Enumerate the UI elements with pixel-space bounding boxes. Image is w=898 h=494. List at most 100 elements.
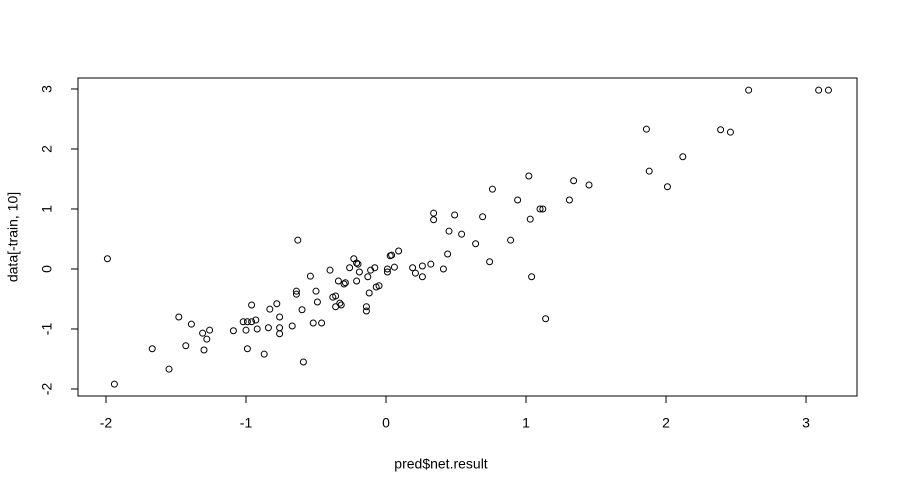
point [371, 264, 379, 272]
y-tick-label: -2 [39, 383, 55, 396]
point [292, 287, 300, 295]
point [165, 365, 173, 373]
point [252, 316, 260, 324]
point [264, 324, 272, 332]
point [336, 299, 344, 307]
point [488, 185, 496, 193]
point [200, 346, 208, 354]
y-tick-label: -1 [39, 323, 55, 336]
y-tick-label: 2 [39, 145, 55, 153]
point [242, 326, 250, 334]
point [203, 335, 211, 343]
point [273, 300, 281, 308]
point [717, 126, 725, 134]
point [353, 277, 361, 285]
point [745, 86, 753, 94]
point [645, 167, 653, 175]
x-axis-label: pred$net.result [394, 456, 488, 472]
point [439, 265, 447, 273]
x-tick-label: 1 [522, 415, 530, 431]
point [299, 358, 307, 366]
point [364, 273, 372, 281]
point [187, 320, 195, 328]
point [514, 196, 522, 204]
point [472, 240, 480, 248]
point [266, 305, 274, 313]
point [326, 266, 334, 274]
point [418, 262, 426, 270]
point [110, 380, 118, 388]
point [565, 196, 573, 204]
point [248, 318, 256, 326]
y-tick-label: 1 [39, 205, 55, 213]
point [312, 287, 320, 295]
point [355, 268, 363, 276]
point [526, 215, 534, 223]
point [313, 298, 321, 306]
point [479, 213, 487, 221]
point [248, 301, 256, 309]
point [679, 153, 687, 161]
point [253, 325, 261, 333]
point [199, 329, 207, 337]
point [334, 277, 342, 285]
point [375, 282, 383, 290]
point [309, 319, 317, 327]
point [430, 216, 438, 224]
point [525, 172, 533, 180]
x-tick-label: -2 [100, 415, 113, 431]
point [229, 327, 237, 335]
point [346, 264, 354, 272]
point [306, 272, 314, 280]
point [239, 318, 247, 326]
point [292, 290, 300, 298]
point [726, 128, 734, 136]
point [539, 205, 547, 213]
point [824, 86, 832, 94]
point [383, 265, 391, 273]
point [294, 236, 302, 244]
point [409, 264, 417, 272]
point [444, 250, 452, 258]
point [353, 259, 361, 267]
point [507, 236, 515, 244]
point [458, 230, 466, 238]
y-tick-label: 0 [39, 265, 55, 273]
point [430, 209, 438, 217]
point [395, 247, 403, 255]
point [148, 345, 156, 353]
x-tick-label: 0 [382, 415, 390, 431]
point [340, 280, 348, 288]
y-axis-label: data[-train, 10] [5, 192, 21, 282]
y-tick-label: 3 [39, 85, 55, 93]
point [354, 260, 362, 268]
point [276, 324, 284, 332]
plot-box [77, 77, 858, 397]
point [445, 227, 453, 235]
x-tick-label: -1 [240, 415, 253, 431]
point [383, 268, 391, 276]
point [388, 251, 396, 259]
point [362, 303, 370, 311]
point [182, 342, 190, 350]
point [103, 255, 111, 263]
point [528, 273, 536, 281]
point [411, 269, 419, 277]
point [276, 313, 284, 321]
point [451, 211, 459, 219]
point [486, 258, 494, 266]
point [175, 313, 183, 321]
point [260, 350, 268, 358]
point [362, 307, 370, 315]
point [243, 318, 251, 326]
point [536, 205, 544, 213]
point [418, 273, 426, 281]
point [337, 301, 345, 309]
point [815, 86, 823, 94]
point [642, 125, 650, 133]
point [663, 183, 671, 191]
point [365, 289, 373, 297]
point [243, 345, 251, 353]
